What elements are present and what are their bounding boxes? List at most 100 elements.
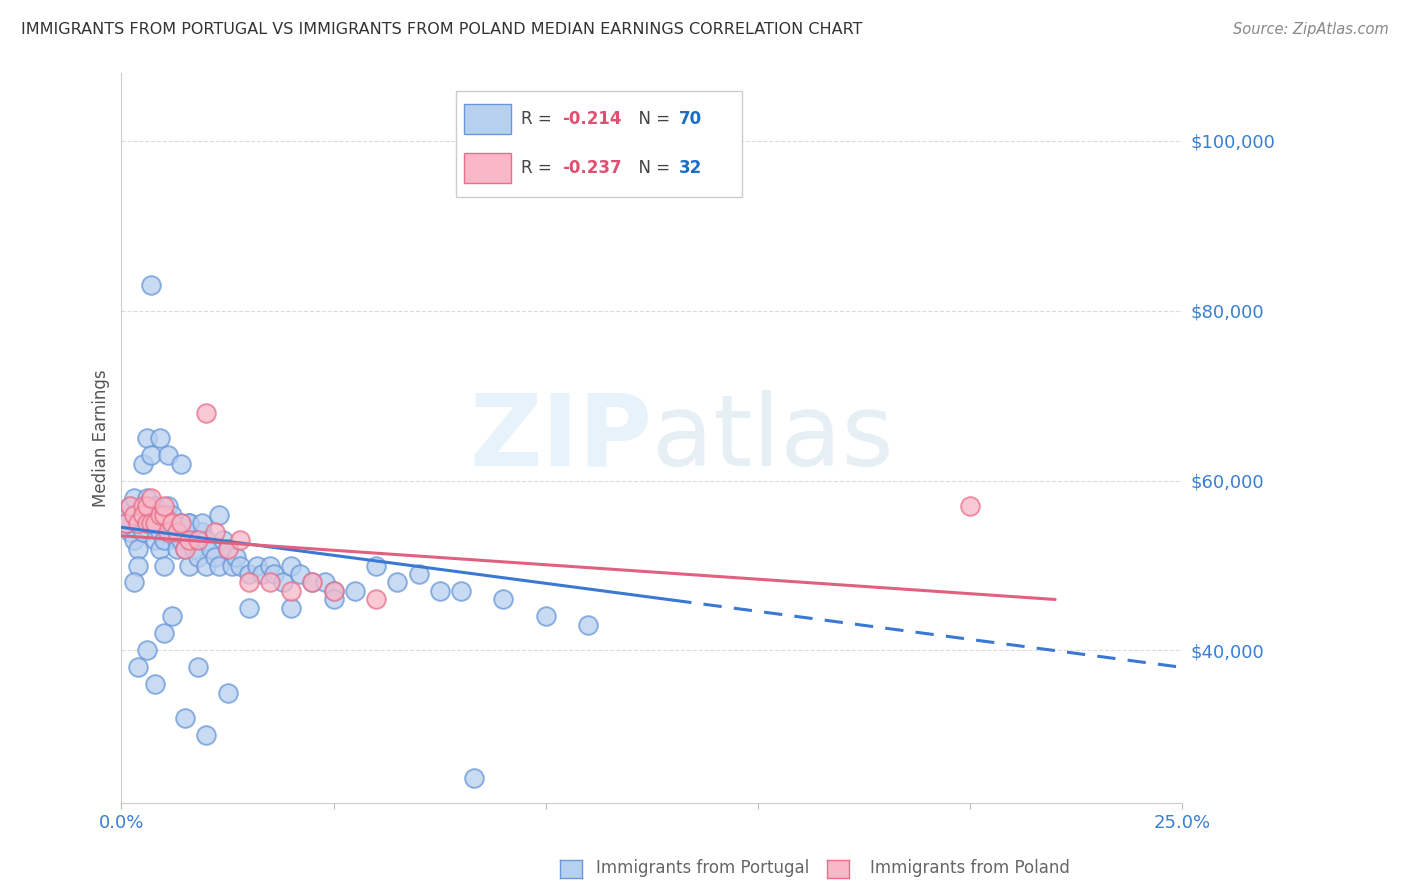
Point (145, 533, 167, 547)
Point (221, 558, 243, 573)
Point (166, 524, 188, 539)
Point (250, 567, 273, 582)
Point (187, 549, 209, 564)
Point (127, 516, 149, 530)
Point (118, 524, 141, 539)
Point (127, 516, 149, 530)
Point (149, 431, 172, 445)
Point (153, 499, 176, 513)
Point (162, 609, 184, 624)
Point (153, 533, 176, 547)
Point (429, 584, 451, 599)
Point (153, 558, 176, 573)
Text: Immigrants from Portugal: Immigrants from Portugal (596, 859, 810, 877)
Point (131, 499, 153, 513)
Text: R =: R = (522, 159, 557, 177)
Point (149, 508, 172, 522)
Point (122, 516, 145, 530)
Point (162, 524, 184, 539)
Point (263, 567, 285, 582)
Point (162, 516, 184, 530)
Point (162, 508, 184, 522)
Point (322, 584, 344, 599)
Point (122, 533, 145, 547)
Point (280, 601, 302, 615)
Point (179, 516, 201, 530)
Text: Source: ZipAtlas.com: Source: ZipAtlas.com (1233, 22, 1389, 37)
Point (322, 592, 344, 607)
Point (280, 584, 302, 599)
Point (238, 567, 260, 582)
Point (170, 516, 193, 530)
Text: atlas: atlas (652, 390, 894, 487)
Point (204, 524, 226, 539)
Point (217, 686, 239, 700)
Point (246, 558, 269, 573)
Point (141, 516, 163, 530)
Point (118, 499, 141, 513)
Point (322, 584, 344, 599)
Text: 32: 32 (679, 159, 702, 177)
Text: ZIP: ZIP (470, 390, 652, 487)
Point (170, 516, 193, 530)
Text: 70: 70 (679, 110, 702, 128)
Point (157, 516, 180, 530)
Point (127, 558, 149, 573)
Point (135, 516, 157, 530)
Point (314, 575, 336, 590)
Point (191, 524, 214, 539)
Point (229, 558, 252, 573)
Point (141, 508, 163, 522)
Point (170, 533, 193, 547)
Point (187, 533, 209, 547)
Point (122, 491, 145, 505)
FancyBboxPatch shape (464, 103, 510, 135)
Text: N =: N = (627, 110, 675, 128)
Point (364, 592, 387, 607)
Point (157, 499, 180, 513)
Point (387, 575, 409, 590)
Text: N =: N = (627, 159, 675, 177)
Point (259, 558, 281, 573)
Text: Immigrants from Poland: Immigrants from Poland (870, 859, 1070, 877)
Point (301, 575, 323, 590)
Point (170, 457, 193, 471)
Point (195, 728, 218, 742)
Point (145, 499, 167, 513)
Point (149, 524, 172, 539)
Point (153, 508, 176, 522)
Point (174, 524, 197, 539)
Point (174, 541, 197, 556)
Point (238, 601, 260, 615)
Point (145, 677, 167, 691)
Point (153, 626, 176, 640)
Text: -0.214: -0.214 (562, 110, 621, 128)
Text: -0.237: -0.237 (562, 159, 621, 177)
Point (114, 508, 136, 522)
Point (166, 541, 188, 556)
Point (149, 541, 172, 556)
Point (127, 541, 149, 556)
Point (114, 516, 136, 530)
Point (187, 660, 209, 674)
Point (157, 524, 180, 539)
Point (280, 558, 302, 573)
Point (145, 516, 167, 530)
Point (191, 516, 214, 530)
Point (534, 609, 557, 624)
Point (183, 541, 205, 556)
Point (179, 533, 201, 547)
Point (364, 558, 387, 573)
Point (131, 524, 153, 539)
Point (450, 584, 472, 599)
Point (492, 592, 515, 607)
FancyBboxPatch shape (464, 153, 510, 183)
Point (174, 711, 197, 725)
Point (463, 771, 485, 785)
Point (576, 618, 599, 632)
Point (166, 533, 188, 547)
Point (135, 431, 157, 445)
Point (959, 499, 981, 513)
Point (141, 448, 163, 462)
Point (145, 516, 167, 530)
